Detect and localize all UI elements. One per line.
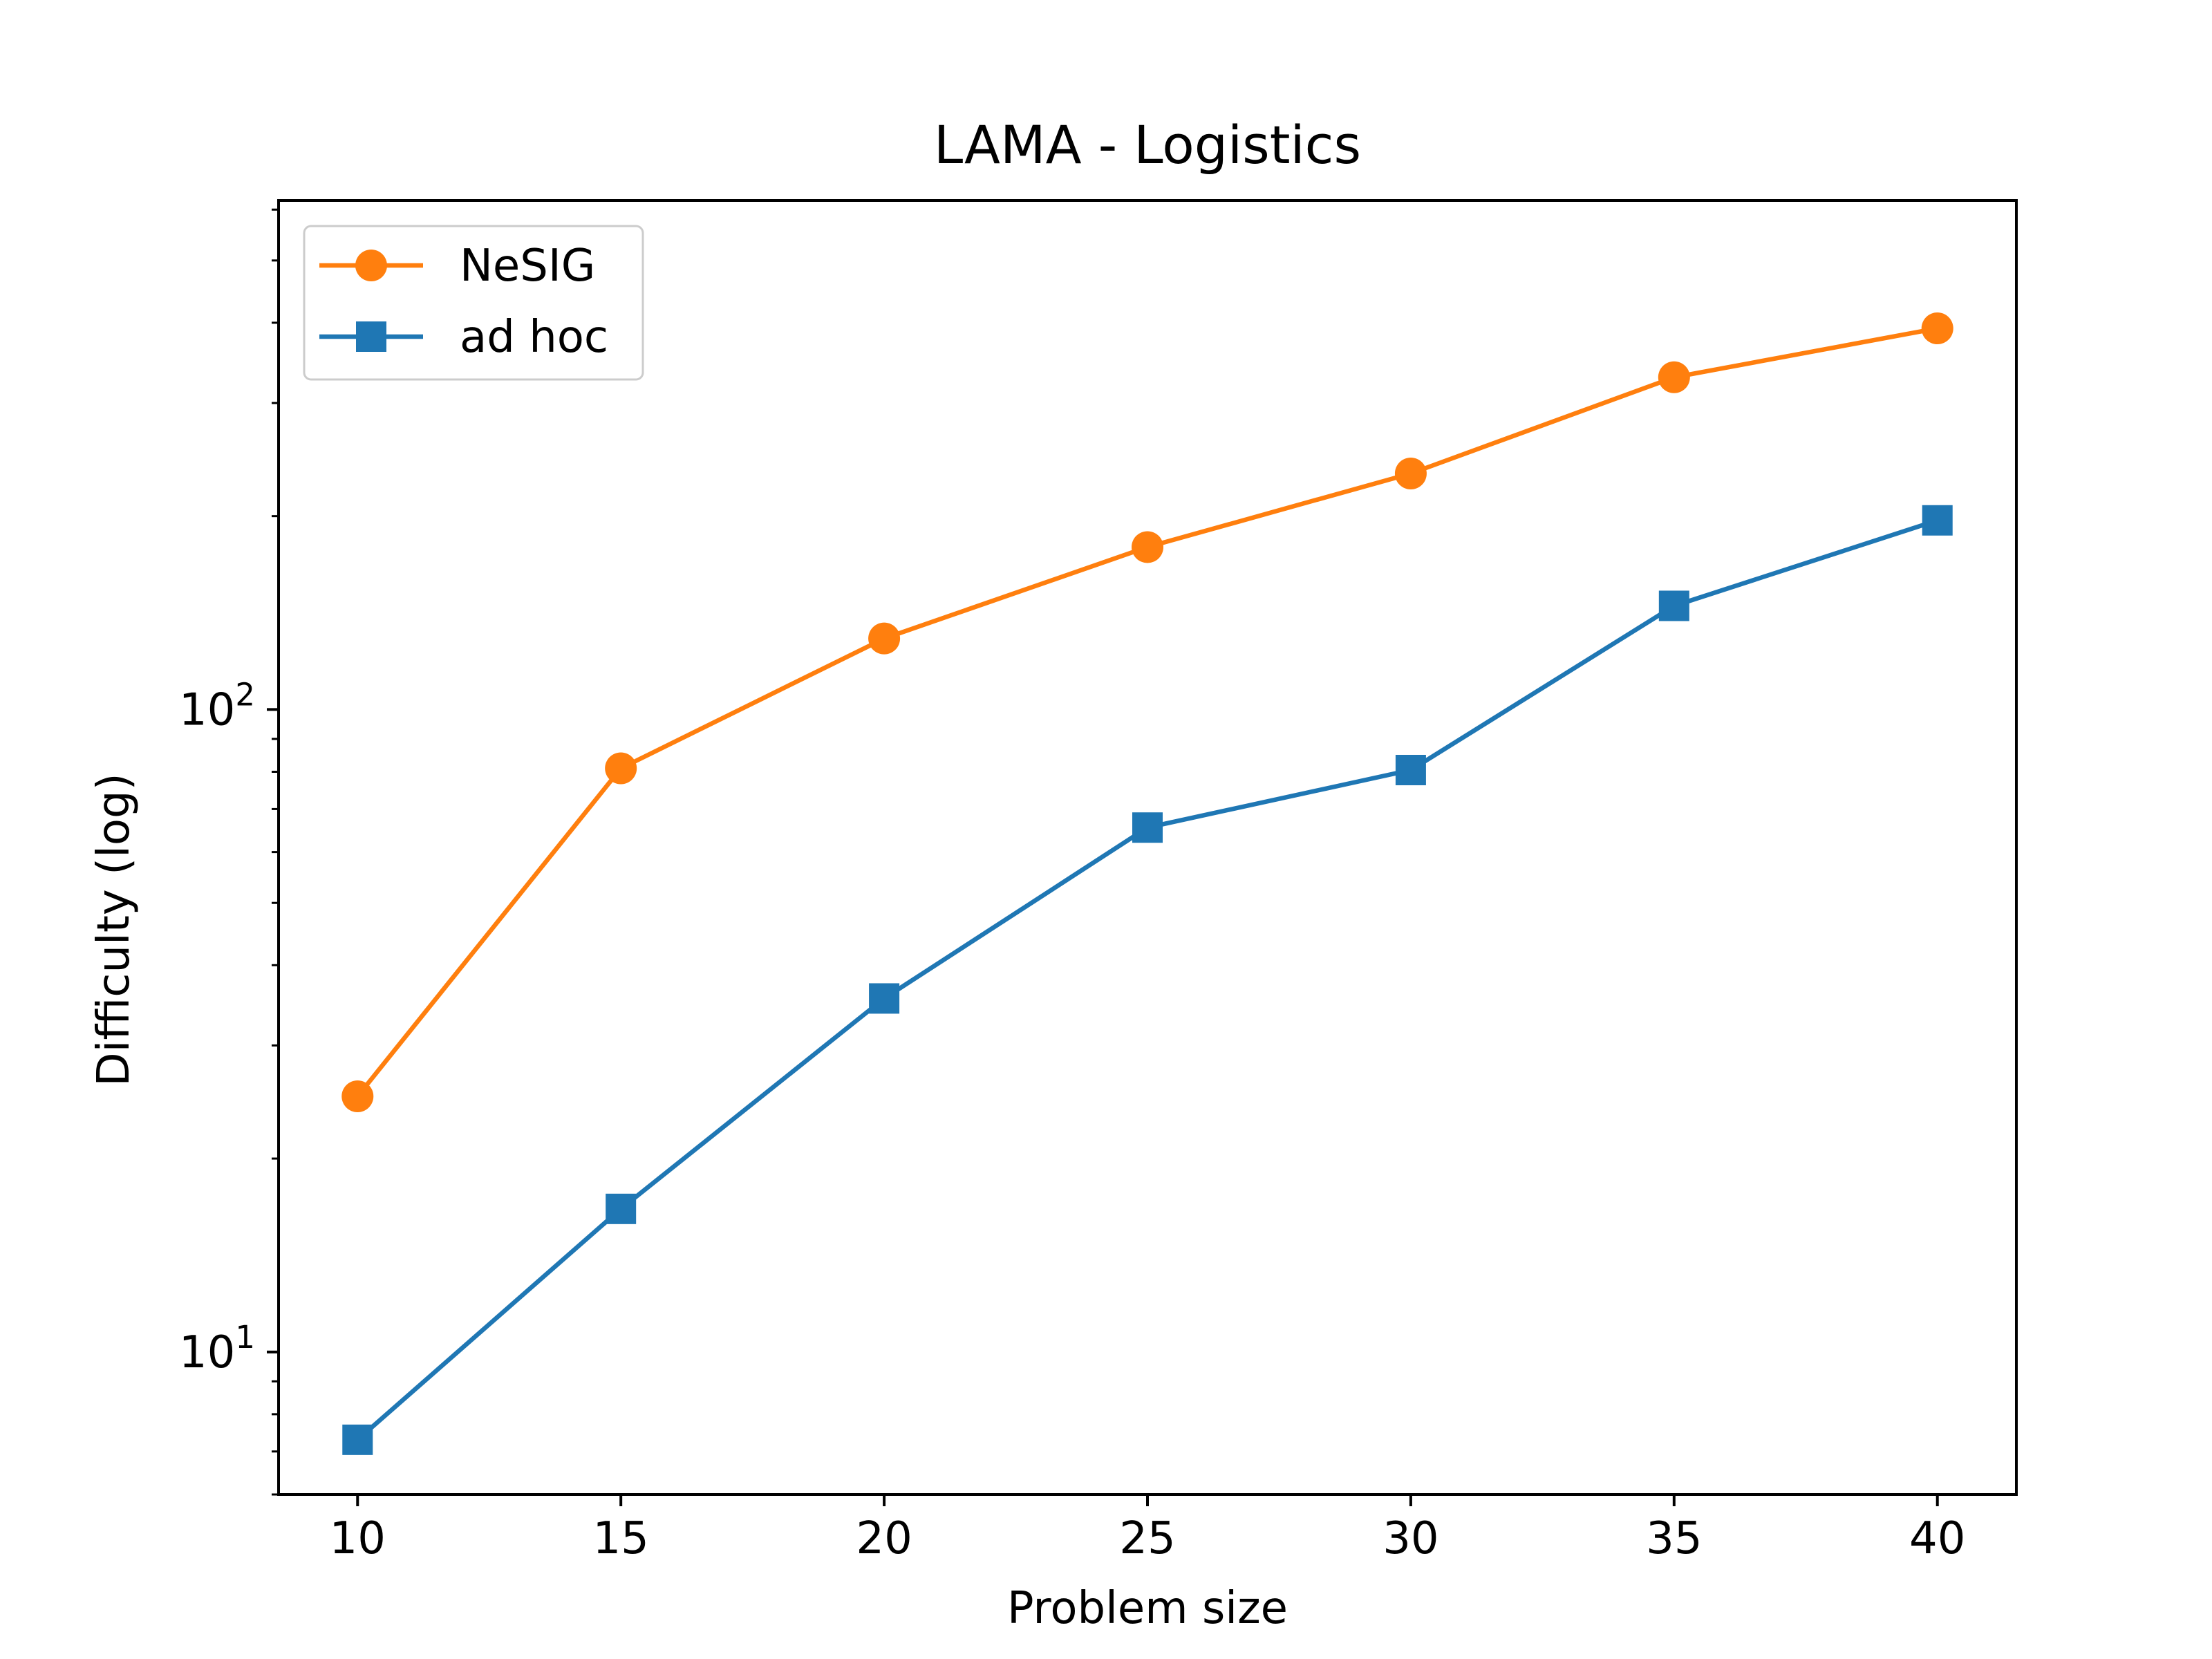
x-tick-label: 10 <box>330 1513 386 1564</box>
x-tick-label: 15 <box>592 1513 648 1564</box>
data-point <box>1658 590 1689 621</box>
data-point <box>605 752 637 785</box>
data-point <box>1922 505 1953 536</box>
x-tick-label: 30 <box>1382 1513 1438 1564</box>
legend-label: NeSIG <box>460 241 595 292</box>
y-tick-label: 102 <box>179 676 255 735</box>
data-point <box>606 1193 637 1224</box>
data-point <box>341 1080 374 1112</box>
legend-label: ad hoc <box>460 312 608 363</box>
y-axis-label: Difficulty (log) <box>88 773 140 1086</box>
x-tick-label: 35 <box>1646 1513 1702 1564</box>
plot-area: 10 15 20 25 30 35 40 101 102 <box>179 199 2018 1564</box>
data-point <box>1658 361 1690 393</box>
legend-marker <box>356 321 386 352</box>
data-point <box>869 983 900 1014</box>
data-point <box>1394 458 1427 490</box>
data-point <box>1921 312 1953 345</box>
x-tick-label: 20 <box>856 1513 912 1564</box>
x-tick-label: 40 <box>1909 1513 1965 1564</box>
data-point <box>1132 531 1163 563</box>
data-point <box>868 622 901 655</box>
data-point <box>1395 754 1426 785</box>
x-tick-label: 25 <box>1119 1513 1175 1564</box>
legend-marker <box>355 250 387 281</box>
data-point <box>1132 812 1163 843</box>
chart-title: LAMA - Logistics <box>934 114 1361 176</box>
y-tick-label: 101 <box>179 1319 255 1378</box>
x-axis-label: Problem size <box>1007 1583 1288 1634</box>
data-point <box>342 1424 373 1455</box>
legend: NeSIG ad hoc <box>303 225 644 381</box>
